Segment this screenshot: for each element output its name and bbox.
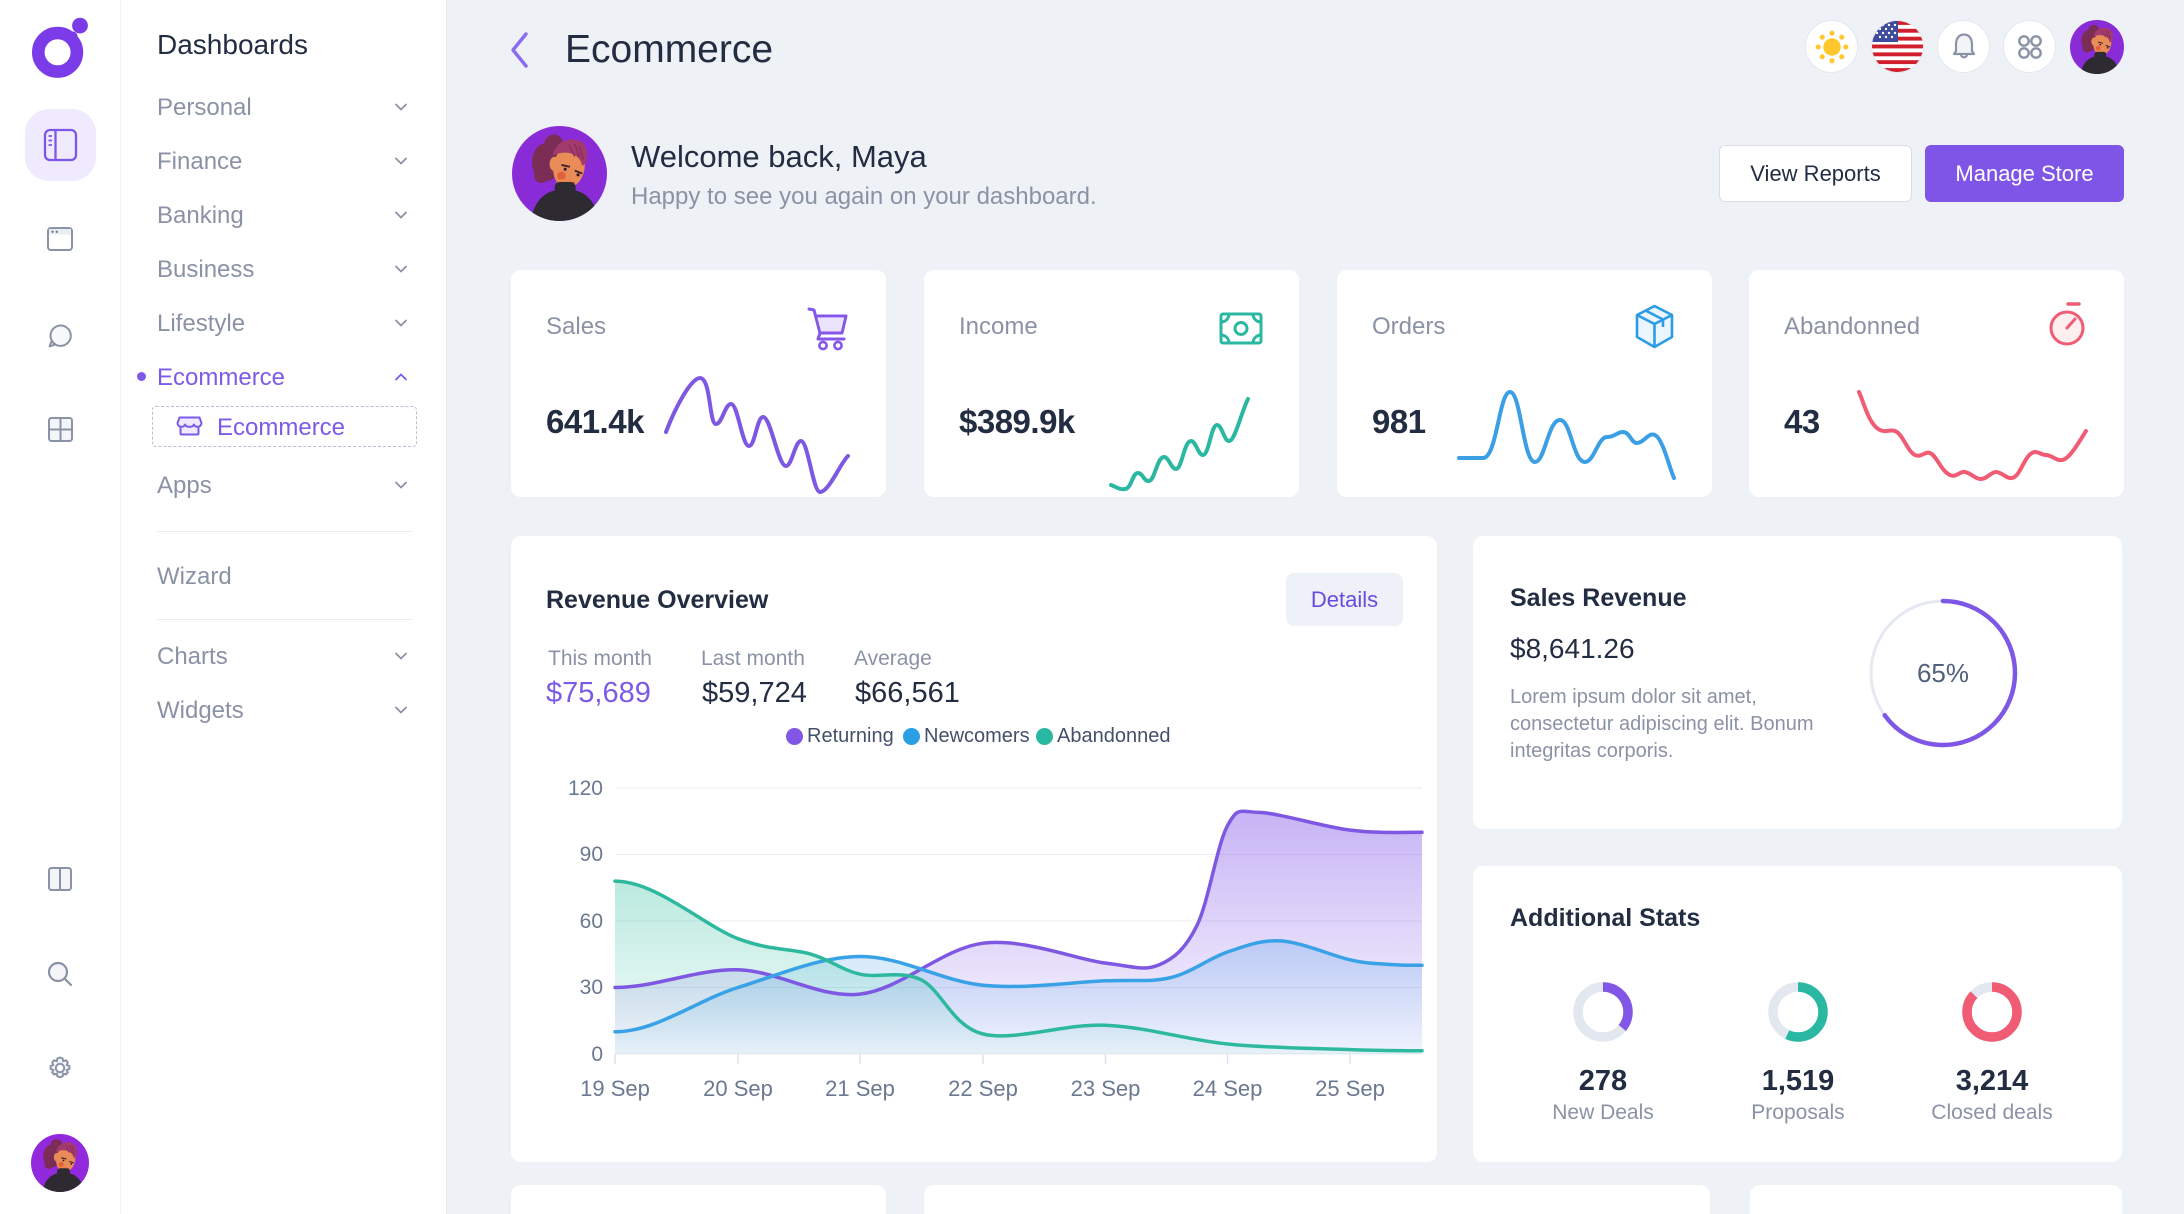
svg-text:120: 120 (568, 777, 603, 800)
svg-text:24 Sep: 24 Sep (1193, 1076, 1263, 1101)
svg-text:19 Sep: 19 Sep (580, 1076, 650, 1101)
svg-text:25 Sep: 25 Sep (1315, 1076, 1385, 1101)
svg-text:22 Sep: 22 Sep (948, 1076, 1018, 1101)
svg-text:30: 30 (580, 976, 603, 999)
svg-text:21 Sep: 21 Sep (825, 1076, 895, 1101)
svg-text:90: 90 (580, 843, 603, 866)
svg-text:20 Sep: 20 Sep (703, 1076, 773, 1101)
svg-text:60: 60 (580, 910, 603, 933)
svg-text:65%: 65% (1917, 658, 1969, 688)
svg-text:0: 0 (591, 1043, 603, 1066)
svg-text:23 Sep: 23 Sep (1071, 1076, 1141, 1101)
